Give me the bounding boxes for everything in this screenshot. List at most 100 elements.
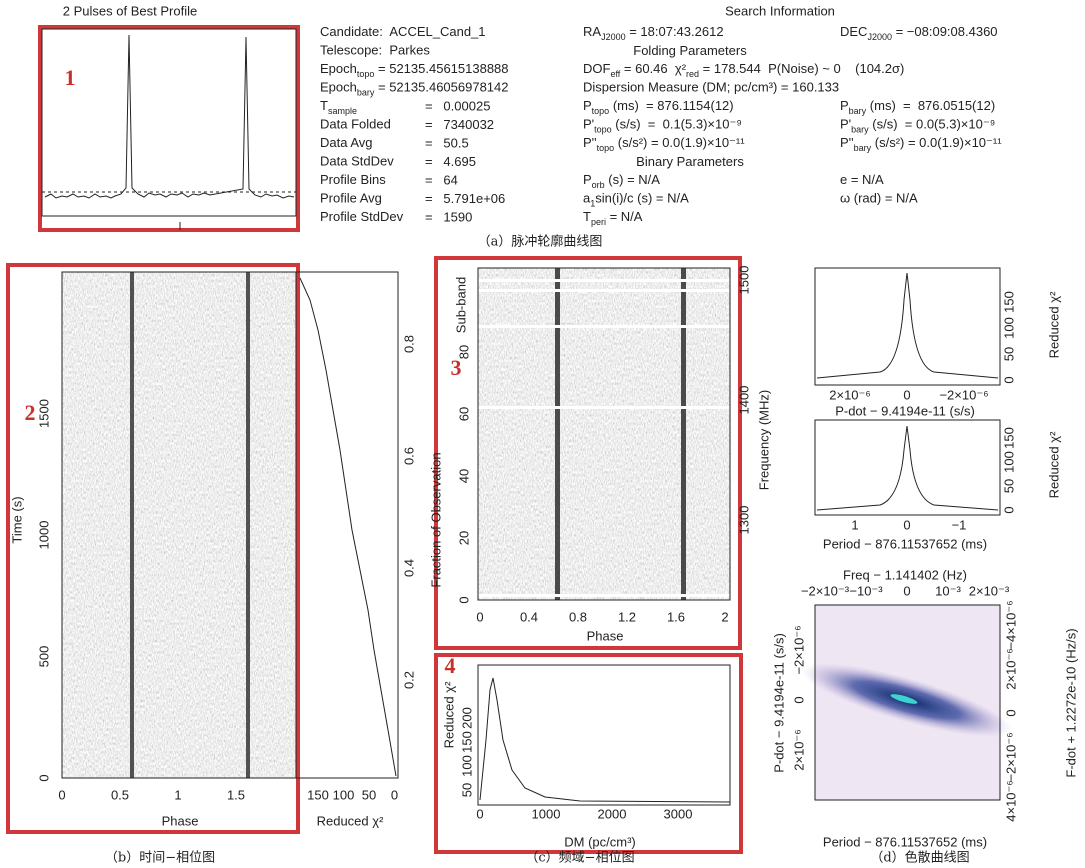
info-line: Candidate: ACCEL_Cand_1 <box>320 24 486 39</box>
text-run: Profile StdDev <box>320 209 404 224</box>
ppdot-peak <box>890 694 918 704</box>
text-run: T <box>583 209 591 224</box>
y-tick-label: 0.2 <box>401 671 416 689</box>
x-tick-label: 0 <box>58 787 65 802</box>
info-line: Telescope: Parkes <box>320 43 430 58</box>
caption: （a）脉冲轮廓曲线图 <box>478 234 603 250</box>
info-line: Profile Bins <box>320 172 386 187</box>
profile-curve <box>44 34 295 199</box>
x-tick-label: 10⁻³ <box>935 583 961 598</box>
info-line: RAJ2000 = 18:07:43.2612 <box>583 24 724 42</box>
subband-image <box>478 268 730 600</box>
y-tick-label: 1000 <box>36 521 51 550</box>
highlight-box <box>6 263 300 834</box>
time-phase-image <box>62 272 296 778</box>
text-run: DOF <box>583 61 611 76</box>
plot-frame <box>61 271 399 779</box>
y-tick-label: 0 <box>1001 506 1016 513</box>
x-tick-label: 1.5 <box>227 787 245 802</box>
x-tick-label: 0 <box>903 517 910 532</box>
x-tick-label: 1 <box>174 787 181 802</box>
axis-label: Fraction of Observation <box>428 452 443 587</box>
y-tick-label: 0.6 <box>401 447 416 465</box>
axis-label: Reduced χ² <box>317 813 384 828</box>
info-line: P'bary (s/s) = 0.0(5.3)×10⁻⁹ <box>840 117 995 135</box>
info-line: Porb (s) = N/A <box>583 172 660 190</box>
text-run: Dispersion Measure (DM; pc/cm³) = 160.13… <box>583 80 839 95</box>
text-run: bary <box>357 88 375 98</box>
y-tick-label: 200 <box>459 707 474 729</box>
y-tick-label: 1500 <box>36 399 51 428</box>
info-line: Dispersion Measure (DM; pc/cm³) = 160.13… <box>583 80 839 95</box>
text-run: 1 <box>590 199 595 209</box>
axis-label: Reduced χ² <box>1046 431 1061 498</box>
highlight-box <box>38 25 300 232</box>
text-run: DEC <box>840 24 867 39</box>
pulse-track <box>681 268 686 600</box>
x-tick-label: 0.4 <box>520 609 538 624</box>
x-tick-label: 0 <box>903 583 910 598</box>
text-run: Profile Bins <box>320 172 386 187</box>
x-tick-label: 3000 <box>664 806 693 821</box>
text-run: = N/A <box>606 209 643 224</box>
text-run: peri <box>591 217 606 227</box>
text-run: P <box>583 98 592 113</box>
axis-label: Phase <box>587 628 624 643</box>
text-run: Data Avg <box>320 135 373 150</box>
text-run: Profile Avg <box>320 191 382 206</box>
plot-title: 2 Pulses of Best Profile <box>63 3 197 18</box>
text-run: sin(i)/c (s) = N/A <box>595 191 689 206</box>
x-tick-label: 0 <box>476 806 483 821</box>
y-tick-label: 50 <box>1001 347 1016 361</box>
y-tick-label: 150 <box>1001 291 1016 313</box>
info-value: = 5.791e+06 <box>425 191 505 206</box>
info-line: a1sin(i)/c (s) = N/A <box>583 191 689 209</box>
info-line: Ptopo (ms) = 876.1154(12) <box>583 98 734 116</box>
plot-frame <box>814 267 1001 386</box>
text-run: RA <box>583 24 601 39</box>
y-tick-label: 2×10⁻⁶ <box>1003 648 1018 690</box>
text-run: (s/s) = 0.0(5.3)×10⁻⁹ <box>869 117 996 132</box>
text-run: Candidate: ACCEL_Cand_1 <box>320 24 486 39</box>
info-title: Search Information <box>725 3 835 18</box>
x-tick-label: 2×10⁻³ <box>969 583 1010 598</box>
x-tick-label: 50 <box>362 787 376 802</box>
panel-marker: 2 <box>25 400 36 425</box>
text-run: P'' <box>583 135 597 150</box>
caption: （d）色散曲线图 <box>870 850 969 866</box>
text-run: sample <box>328 106 357 116</box>
axis-label: Time (s) <box>9 496 24 543</box>
x-tick-label: 150 <box>307 787 329 802</box>
text-run: ω (rad) = N/A <box>840 191 918 206</box>
axis-label: Period − 876.11537652 (ms) <box>823 834 987 849</box>
text-run: Data Folded <box>320 117 391 132</box>
plot-frame <box>477 664 731 806</box>
chi-curve <box>299 277 397 777</box>
caption: （b）时间−相位图 <box>105 851 215 866</box>
info-line: ω (rad) = N/A <box>840 191 918 206</box>
text-run: orb <box>592 180 605 190</box>
x-tick-label: −10⁻³ <box>849 583 883 598</box>
text-run: (s) = N/A <box>605 172 661 187</box>
pulse-track <box>555 268 560 600</box>
period-curve <box>816 425 999 511</box>
text-run: J2000 <box>867 32 892 42</box>
x-tick-label: 0.8 <box>569 609 587 624</box>
text-run: topo <box>357 69 375 79</box>
axis-label: Reduced χ² <box>1046 291 1061 358</box>
caption: （c）频域−相位图 <box>525 851 634 866</box>
info-line: Data Avg <box>320 135 373 150</box>
axis-label: P-dot − 9.4194e-11 (s/s) <box>835 403 975 418</box>
x-tick-label: 0 <box>476 609 483 624</box>
y-tick-label: 0 <box>36 774 51 781</box>
y-tick-label: 0 <box>1003 709 1018 716</box>
y-tick-label: 0.4 <box>401 559 416 577</box>
text-run: = 18:07:43.2612 <box>626 24 724 39</box>
text-run: P' <box>840 117 851 132</box>
panel-b-graphics <box>6 263 399 834</box>
panel-marker: 3 <box>451 355 462 380</box>
x-tick-label: 0 <box>391 787 398 802</box>
text-run: eff <box>610 69 620 79</box>
text-run: a <box>583 191 591 206</box>
y-tick-label: 60 <box>456 407 471 421</box>
